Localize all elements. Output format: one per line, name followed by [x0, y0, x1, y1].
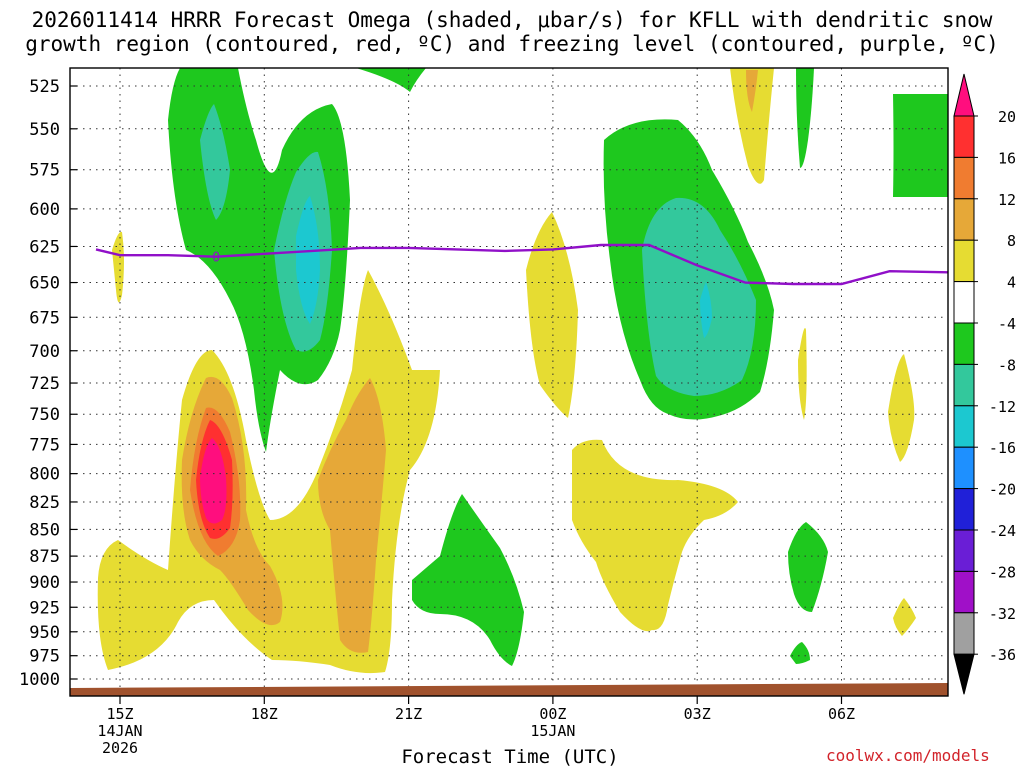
colorbar: 20 16 12 8 4 -4 -8 -12 -16 -20 -24 -28 -32 -36: [953, 73, 1016, 695]
colorbar-label: 16: [998, 149, 1016, 167]
x-axis-label: Forecast Time (UTC): [401, 746, 619, 768]
omega-pos-region: [893, 598, 916, 636]
y-tick-label: 1000: [19, 670, 60, 690]
x-tick-label: 18Z: [251, 705, 278, 723]
colorbar-label: -32: [989, 605, 1016, 623]
colorbar-label: 20: [998, 108, 1016, 126]
colorbar-bottom-arrow: [953, 653, 975, 695]
y-tick-label: 750: [29, 405, 60, 425]
x-tick-date: 14JAN: [97, 722, 142, 740]
omega-pos-region: [112, 231, 124, 303]
y-tick-label: 850: [29, 520, 60, 540]
colorbar-swatch: [953, 239, 975, 283]
colorbar-swatch: [953, 446, 975, 490]
y-tick-label: 700: [29, 342, 60, 362]
freezing-level-marker: 0: [212, 251, 220, 266]
x-tick-date: 15JAN: [530, 722, 575, 740]
x-tick-year: 2026: [102, 739, 138, 757]
colorbar-swatch: [953, 488, 975, 531]
colorbar-top-arrow: [953, 73, 975, 117]
y-tick-label: 800: [29, 465, 60, 485]
y-tick-label: 575: [29, 161, 60, 181]
colorbar-swatch: [953, 612, 975, 655]
y-tick-label: 675: [29, 308, 60, 328]
omega-neg-region: [200, 104, 230, 220]
colorbar-swatch: [953, 322, 975, 365]
omega-neg-region: [700, 282, 712, 338]
x-tick-label: 06Z: [828, 705, 855, 723]
colorbar-label: -28: [989, 563, 1016, 581]
omega-pos-region: [526, 212, 578, 418]
y-axis: 525 550 575 600 625 650 675 700 725 750 775 800 825 8…: [19, 77, 77, 690]
omega-neg-region: [796, 68, 814, 168]
y-tick-label: 650: [29, 274, 60, 294]
chart-title: 2026011414 HRRR Forecast Omega (shaded, …: [0, 8, 1024, 56]
colorbar-swatch: [953, 198, 975, 241]
colorbar-swatch: [953, 281, 975, 324]
y-tick-label: 900: [29, 573, 60, 593]
x-tick-label: 21Z: [395, 705, 422, 723]
omega-neg-region: [412, 494, 524, 666]
colorbar-label: -36: [989, 646, 1016, 664]
omega-neg-region: [788, 522, 828, 612]
title-line-2: growth region (contoured, red, ºC) and f…: [25, 32, 999, 56]
colorbar-label: -12: [989, 398, 1016, 416]
omega-pos-region: [888, 354, 915, 462]
colorbar-swatch: [953, 363, 975, 407]
colorbar-label: 8: [1007, 232, 1016, 250]
y-tick-label: 975: [29, 647, 60, 667]
omega-neg-region: [642, 197, 756, 396]
omega-neg-region: [296, 196, 320, 324]
omega-neg-region: [790, 642, 810, 664]
omega-pos-region: [730, 68, 774, 184]
colorbar-label: 4: [1007, 274, 1016, 292]
y-tick-label: 825: [29, 493, 60, 513]
y-tick-label: 875: [29, 547, 60, 567]
omega-pos-region: [746, 70, 758, 112]
y-tick-label: 950: [29, 623, 60, 643]
y-tick-label: 625: [29, 237, 60, 257]
title-line-1: 2026011414 HRRR Forecast Omega (shaded, …: [31, 8, 993, 32]
colorbar-label: -24: [989, 522, 1016, 540]
omega-shading: [97, 68, 948, 674]
omega-pos-region: [318, 378, 386, 653]
colorbar-swatch: [953, 115, 975, 158]
plot-frame: [69, 67, 949, 697]
y-tick-label: 925: [29, 598, 60, 618]
y-tick-label: 550: [29, 120, 60, 140]
ground-surface: [70, 683, 948, 696]
omega-neg-region: [893, 94, 948, 197]
x-tick-label: 15Z: [106, 705, 133, 723]
omega-pos-region: [572, 439, 738, 632]
source-credit[interactable]: coolwx.com/models: [826, 746, 990, 765]
colorbar-label: 12: [998, 191, 1016, 209]
x-tick-label: 00Z: [539, 705, 566, 723]
freezing-level-line: [95, 243, 948, 286]
y-tick-label: 525: [29, 77, 60, 97]
colorbar-label: -16: [989, 439, 1016, 457]
colorbar-label: -4: [998, 315, 1016, 333]
y-tick-label: 600: [29, 200, 60, 220]
colorbar-label: -20: [989, 481, 1016, 499]
colorbar-swatch: [953, 529, 975, 572]
y-tick-label: 725: [29, 374, 60, 394]
x-tick-label: 03Z: [684, 705, 711, 723]
colorbar-label: -8: [998, 356, 1016, 374]
colorbar-swatch: [953, 405, 975, 448]
colorbar-swatch: [953, 570, 975, 614]
grid-lines: [70, 68, 948, 696]
y-tick-label: 775: [29, 435, 60, 455]
colorbar-swatch: [953, 156, 975, 200]
